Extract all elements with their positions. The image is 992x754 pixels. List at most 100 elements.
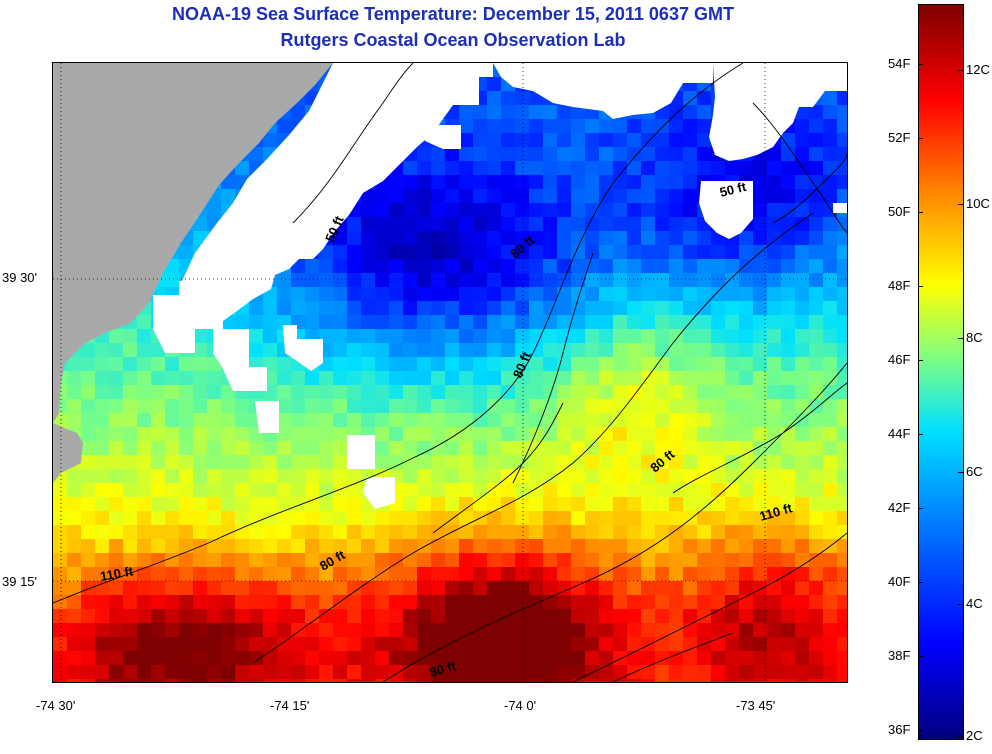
- sst-cell: [725, 315, 740, 330]
- sst-cell: [767, 413, 782, 428]
- sst-cell: [613, 651, 628, 666]
- sst-cell: [333, 371, 348, 386]
- sst-cell: [655, 525, 670, 540]
- sst-cell: [277, 483, 292, 498]
- sst-cell: [557, 483, 572, 498]
- sst-cell: [739, 357, 754, 372]
- sst-cell: [95, 637, 110, 652]
- sst-cell: [557, 553, 572, 568]
- sst-cell: [669, 455, 684, 470]
- sst-cell: [683, 147, 698, 162]
- sst-cell: [291, 385, 306, 400]
- sst-cell: [333, 455, 348, 470]
- sst-cell: [711, 245, 726, 260]
- sst-cell: [823, 259, 838, 274]
- sst-cell: [67, 651, 82, 666]
- map-title: NOAA-19 Sea Surface Temperature: Decembe…: [172, 4, 734, 24]
- sst-cell: [459, 287, 474, 302]
- sst-cell: [319, 525, 334, 540]
- bathymetry-contours: [53, 63, 847, 682]
- sst-cell: [627, 273, 642, 288]
- sst-cell: [739, 245, 754, 260]
- sst-cell: [515, 315, 530, 330]
- sst-cell: [641, 679, 656, 682]
- sst-cell: [697, 651, 712, 666]
- sst-cell: [711, 371, 726, 386]
- sst-cell: [473, 399, 488, 414]
- sst-cell: [585, 161, 600, 176]
- sst-cell: [431, 399, 446, 414]
- sst-cell: [753, 357, 768, 372]
- sst-cell: [473, 315, 488, 330]
- sst-cell: [767, 679, 782, 682]
- sst-cell: [473, 189, 488, 204]
- sst-cell: [753, 511, 768, 526]
- sst-cell: [781, 511, 796, 526]
- sst-cell: [375, 623, 390, 638]
- sst-cell: [263, 483, 278, 498]
- sst-cell: [333, 637, 348, 652]
- sst-cell: [403, 609, 418, 624]
- sst-cell: [585, 343, 600, 358]
- sst-cell: [739, 581, 754, 596]
- sst-cell: [739, 595, 754, 610]
- sst-cell: [445, 637, 460, 652]
- sst-cell: [655, 413, 670, 428]
- sst-cell: [767, 609, 782, 624]
- sst-cell: [361, 315, 376, 330]
- sst-cell: [683, 427, 698, 442]
- sst-cell: [641, 483, 656, 498]
- sst-cell: [179, 427, 194, 442]
- sst-cell: [599, 147, 614, 162]
- sst-cell: [263, 567, 278, 582]
- sst-cell: [599, 371, 614, 386]
- sst-cell: [193, 511, 208, 526]
- sst-cell: [361, 287, 376, 302]
- sst-cell: [515, 469, 530, 484]
- sst-cell: [627, 637, 642, 652]
- sst-cell: [291, 581, 306, 596]
- sst-cell: [221, 665, 236, 680]
- sst-cell: [543, 161, 558, 176]
- sst-cell: [641, 651, 656, 666]
- sst-cell: [655, 301, 670, 316]
- sst-cell: [585, 399, 600, 414]
- colorbar-tick: [958, 736, 963, 737]
- sst-cell: [193, 553, 208, 568]
- sst-cell: [669, 441, 684, 456]
- sst-cell: [501, 133, 516, 148]
- sst-cell: [319, 497, 334, 512]
- sst-cell: [543, 315, 558, 330]
- sst-cell: [837, 399, 847, 414]
- sst-cell: [109, 483, 124, 498]
- sst-cell: [235, 427, 250, 442]
- sst-cell: [725, 469, 740, 484]
- sst-cell: [333, 539, 348, 554]
- sst-cell: [347, 539, 362, 554]
- sst-cell: [375, 287, 390, 302]
- sst-cell: [585, 455, 600, 470]
- sst-cell: [557, 189, 572, 204]
- sst-cell: [697, 343, 712, 358]
- sst-cell: [725, 455, 740, 470]
- sst-cell: [445, 315, 460, 330]
- sst-cell: [837, 245, 847, 260]
- sst-cell: [235, 399, 250, 414]
- sst-cell: [417, 147, 432, 162]
- sst-map[interactable]: 50 ft 80 ft 80 ft 80 ft 80 ft 80 ft 110 ft 110 …: [52, 62, 848, 683]
- sst-cell: [725, 427, 740, 442]
- colorbar-tick: [958, 472, 963, 473]
- sst-cell: [95, 567, 110, 582]
- sst-cell: [319, 651, 334, 666]
- sst-cell: [711, 385, 726, 400]
- sst-cell: [151, 399, 166, 414]
- sst-cell: [347, 665, 362, 680]
- no-data-region: [709, 63, 847, 161]
- sst-cell: [81, 343, 96, 358]
- sst-cell: [795, 665, 810, 680]
- sst-cell: [529, 301, 544, 316]
- sst-cell: [403, 441, 418, 456]
- sst-cell: [417, 175, 432, 190]
- sst-cell: [193, 525, 208, 540]
